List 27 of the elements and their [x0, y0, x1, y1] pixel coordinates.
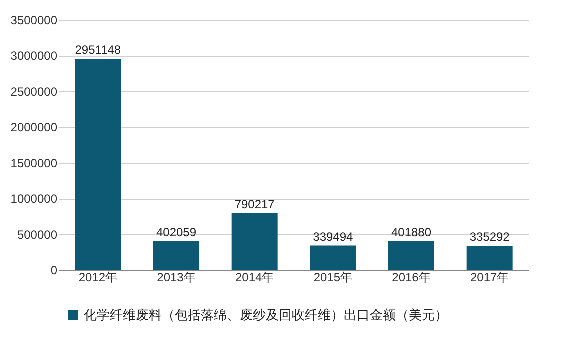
data-label: 2951148 [75, 43, 122, 58]
x-tick-label: 2012年 [78, 270, 118, 284]
bar [310, 246, 356, 270]
data-label: 339494 [313, 230, 354, 244]
y-tick-label: 2500000 [10, 84, 58, 99]
x-tick-label: 2016年 [392, 270, 431, 284]
y-tick-label: 0 [50, 264, 58, 278]
x-tick-label: 2017年 [470, 270, 510, 284]
y-tick-label: 2000000 [10, 120, 58, 135]
bar [232, 214, 278, 270]
y-tick-label: 500000 [17, 228, 58, 242]
bar [466, 246, 513, 270]
data-label: 402059 [156, 225, 197, 240]
data-label: 335292 [470, 230, 510, 244]
bar [154, 241, 200, 270]
bar [388, 241, 434, 270]
y-tick-label: 3500000 [10, 14, 58, 28]
bar [75, 59, 122, 270]
legend-label: 化学纤维废料（包括落绵、废纱及回收纤维）出口金额（美元） [84, 308, 448, 322]
x-tick-label: 2013年 [157, 270, 196, 284]
data-label: 790217 [234, 198, 276, 212]
x-tick-label: 2015年 [314, 270, 353, 284]
y-tick-label: 3000000 [10, 49, 58, 64]
y-tick-label: 1500000 [10, 156, 58, 170]
data-label: 401880 [391, 225, 432, 240]
y-tick-label: 1000000 [10, 192, 58, 206]
x-tick-label: 2014年 [235, 270, 274, 284]
